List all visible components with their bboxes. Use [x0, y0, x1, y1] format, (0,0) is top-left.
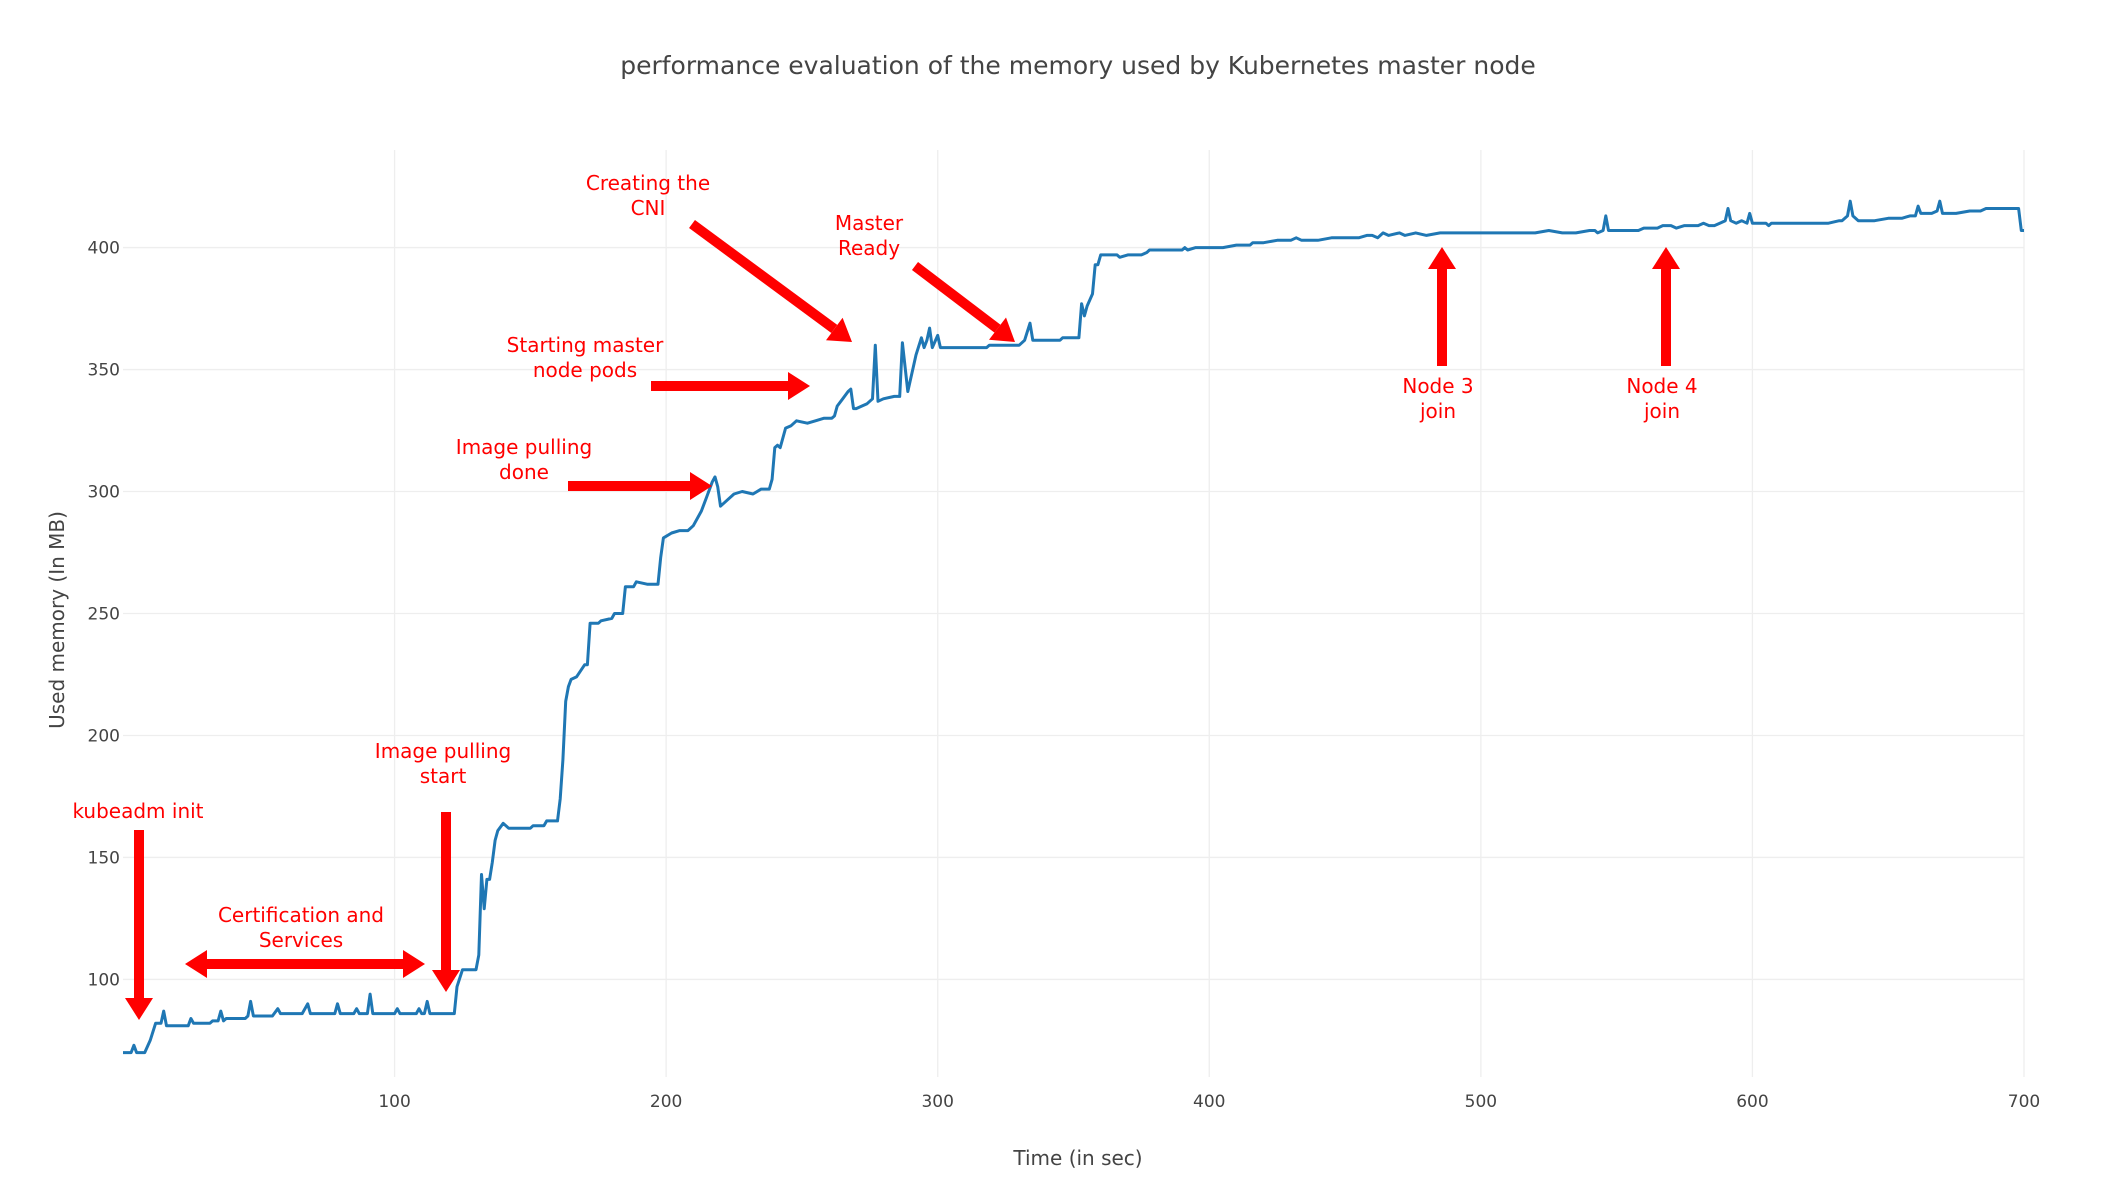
annotation-label-line: Node 3 — [1402, 374, 1473, 398]
series-layer — [123, 199, 2024, 1055]
y-tick-label: 250 — [88, 605, 120, 625]
y-tick-label: 150 — [88, 848, 120, 868]
annotation-label-line: join — [1643, 399, 1680, 423]
annotation-arrow-shaft — [689, 219, 838, 333]
annotation-certification-services: Certification and Services — [185, 903, 425, 978]
annotation-label: Master Ready — [835, 211, 904, 260]
annotation-kubeadm-init: kubeadm init — [72, 799, 204, 1020]
x-tick-label: 500 — [1465, 1092, 1497, 1112]
y-tick-label: 200 — [88, 726, 120, 746]
annotation-node-4-join: Node 4 join — [1626, 247, 1698, 423]
y-tick-label: 300 — [88, 483, 120, 503]
annotation-label-line: Image pulling — [456, 435, 592, 459]
memory-series-line — [123, 199, 2024, 1055]
annotation-arrow-head — [1652, 247, 1680, 269]
annotation-label: Starting master node pods — [507, 333, 664, 382]
annotation-label-line: CNI — [631, 196, 666, 220]
annotation-label-line: start — [420, 764, 467, 788]
annotation-label-line: Ready — [838, 236, 900, 260]
annotation-arrow-head — [125, 998, 153, 1020]
x-tick-label: 700 — [2008, 1092, 2040, 1112]
x-axis-title: Time (in sec) — [1012, 1146, 1142, 1170]
annotation-layer: kubeadm init Certification and Services Ima… — [72, 171, 1698, 1020]
y-tick-label: 400 — [88, 239, 120, 259]
x-tick-label: 300 — [921, 1092, 953, 1112]
annotation-label-line: Services — [259, 928, 343, 952]
annotation-arrow-head — [989, 317, 1015, 342]
annotation-label: kubeadm init — [72, 799, 203, 823]
annotation-label: Node 4 join — [1626, 374, 1697, 423]
annotation-label-line: Image pulling — [375, 739, 511, 763]
chart-title: performance evaluation of the memory use… — [620, 51, 1536, 80]
annotation-label-line: node pods — [533, 358, 637, 382]
tick-layer: 100 200 300 400 500 600 700 100 150 200 250 300 350 4… — [88, 239, 2041, 1112]
y-axis-title: Used memory (In MB) — [45, 511, 69, 729]
annotation-label-line: join — [1419, 399, 1456, 423]
annotation-arrow-head — [432, 970, 460, 992]
annotation-label: Image pulling start — [375, 739, 511, 788]
annotation-arrow-head — [788, 372, 810, 400]
annotation-arrow-head — [1428, 247, 1456, 269]
annotation-image-pulling-start: Image pulling start — [375, 739, 511, 992]
annotation-arrow-head — [826, 317, 852, 342]
annotation-creating-the-cni: Creating the CNI — [586, 171, 852, 342]
annotation-label-line: Certification and — [218, 903, 384, 927]
y-tick-label: 100 — [88, 970, 120, 990]
annotation-arrow-head — [185, 950, 207, 978]
annotation-arrow-head — [690, 472, 712, 500]
annotation-arrow-shaft — [911, 262, 1001, 333]
annotation-label-line: done — [499, 460, 549, 484]
annotation-arrow-head — [403, 950, 425, 978]
annotation-starting-master-node-pods: Starting master node pods — [507, 333, 810, 400]
annotation-image-pulling-done: Image pulling done — [456, 435, 712, 500]
annotation-label-line: kubeadm init — [72, 799, 203, 823]
annotation-label: Creating the CNI — [586, 171, 710, 220]
annotation-label-line: Master — [835, 211, 904, 235]
x-tick-label: 100 — [378, 1092, 410, 1112]
x-tick-label: 200 — [650, 1092, 682, 1112]
annotation-master-ready: Master Ready — [835, 211, 1015, 342]
annotation-label: Image pulling done — [456, 435, 592, 484]
y-tick-label: 350 — [88, 361, 120, 381]
annotation-label: Node 3 join — [1402, 374, 1473, 423]
annotation-label-line: Node 4 — [1626, 374, 1697, 398]
x-tick-label: 600 — [1736, 1092, 1768, 1112]
annotation-label-line: Starting master — [507, 333, 664, 357]
annotation-label: Certification and Services — [218, 903, 384, 952]
annotation-label-line: Creating the — [586, 171, 710, 195]
x-tick-label: 400 — [1193, 1092, 1225, 1112]
annotation-node-3-join: Node 3 join — [1402, 247, 1474, 423]
